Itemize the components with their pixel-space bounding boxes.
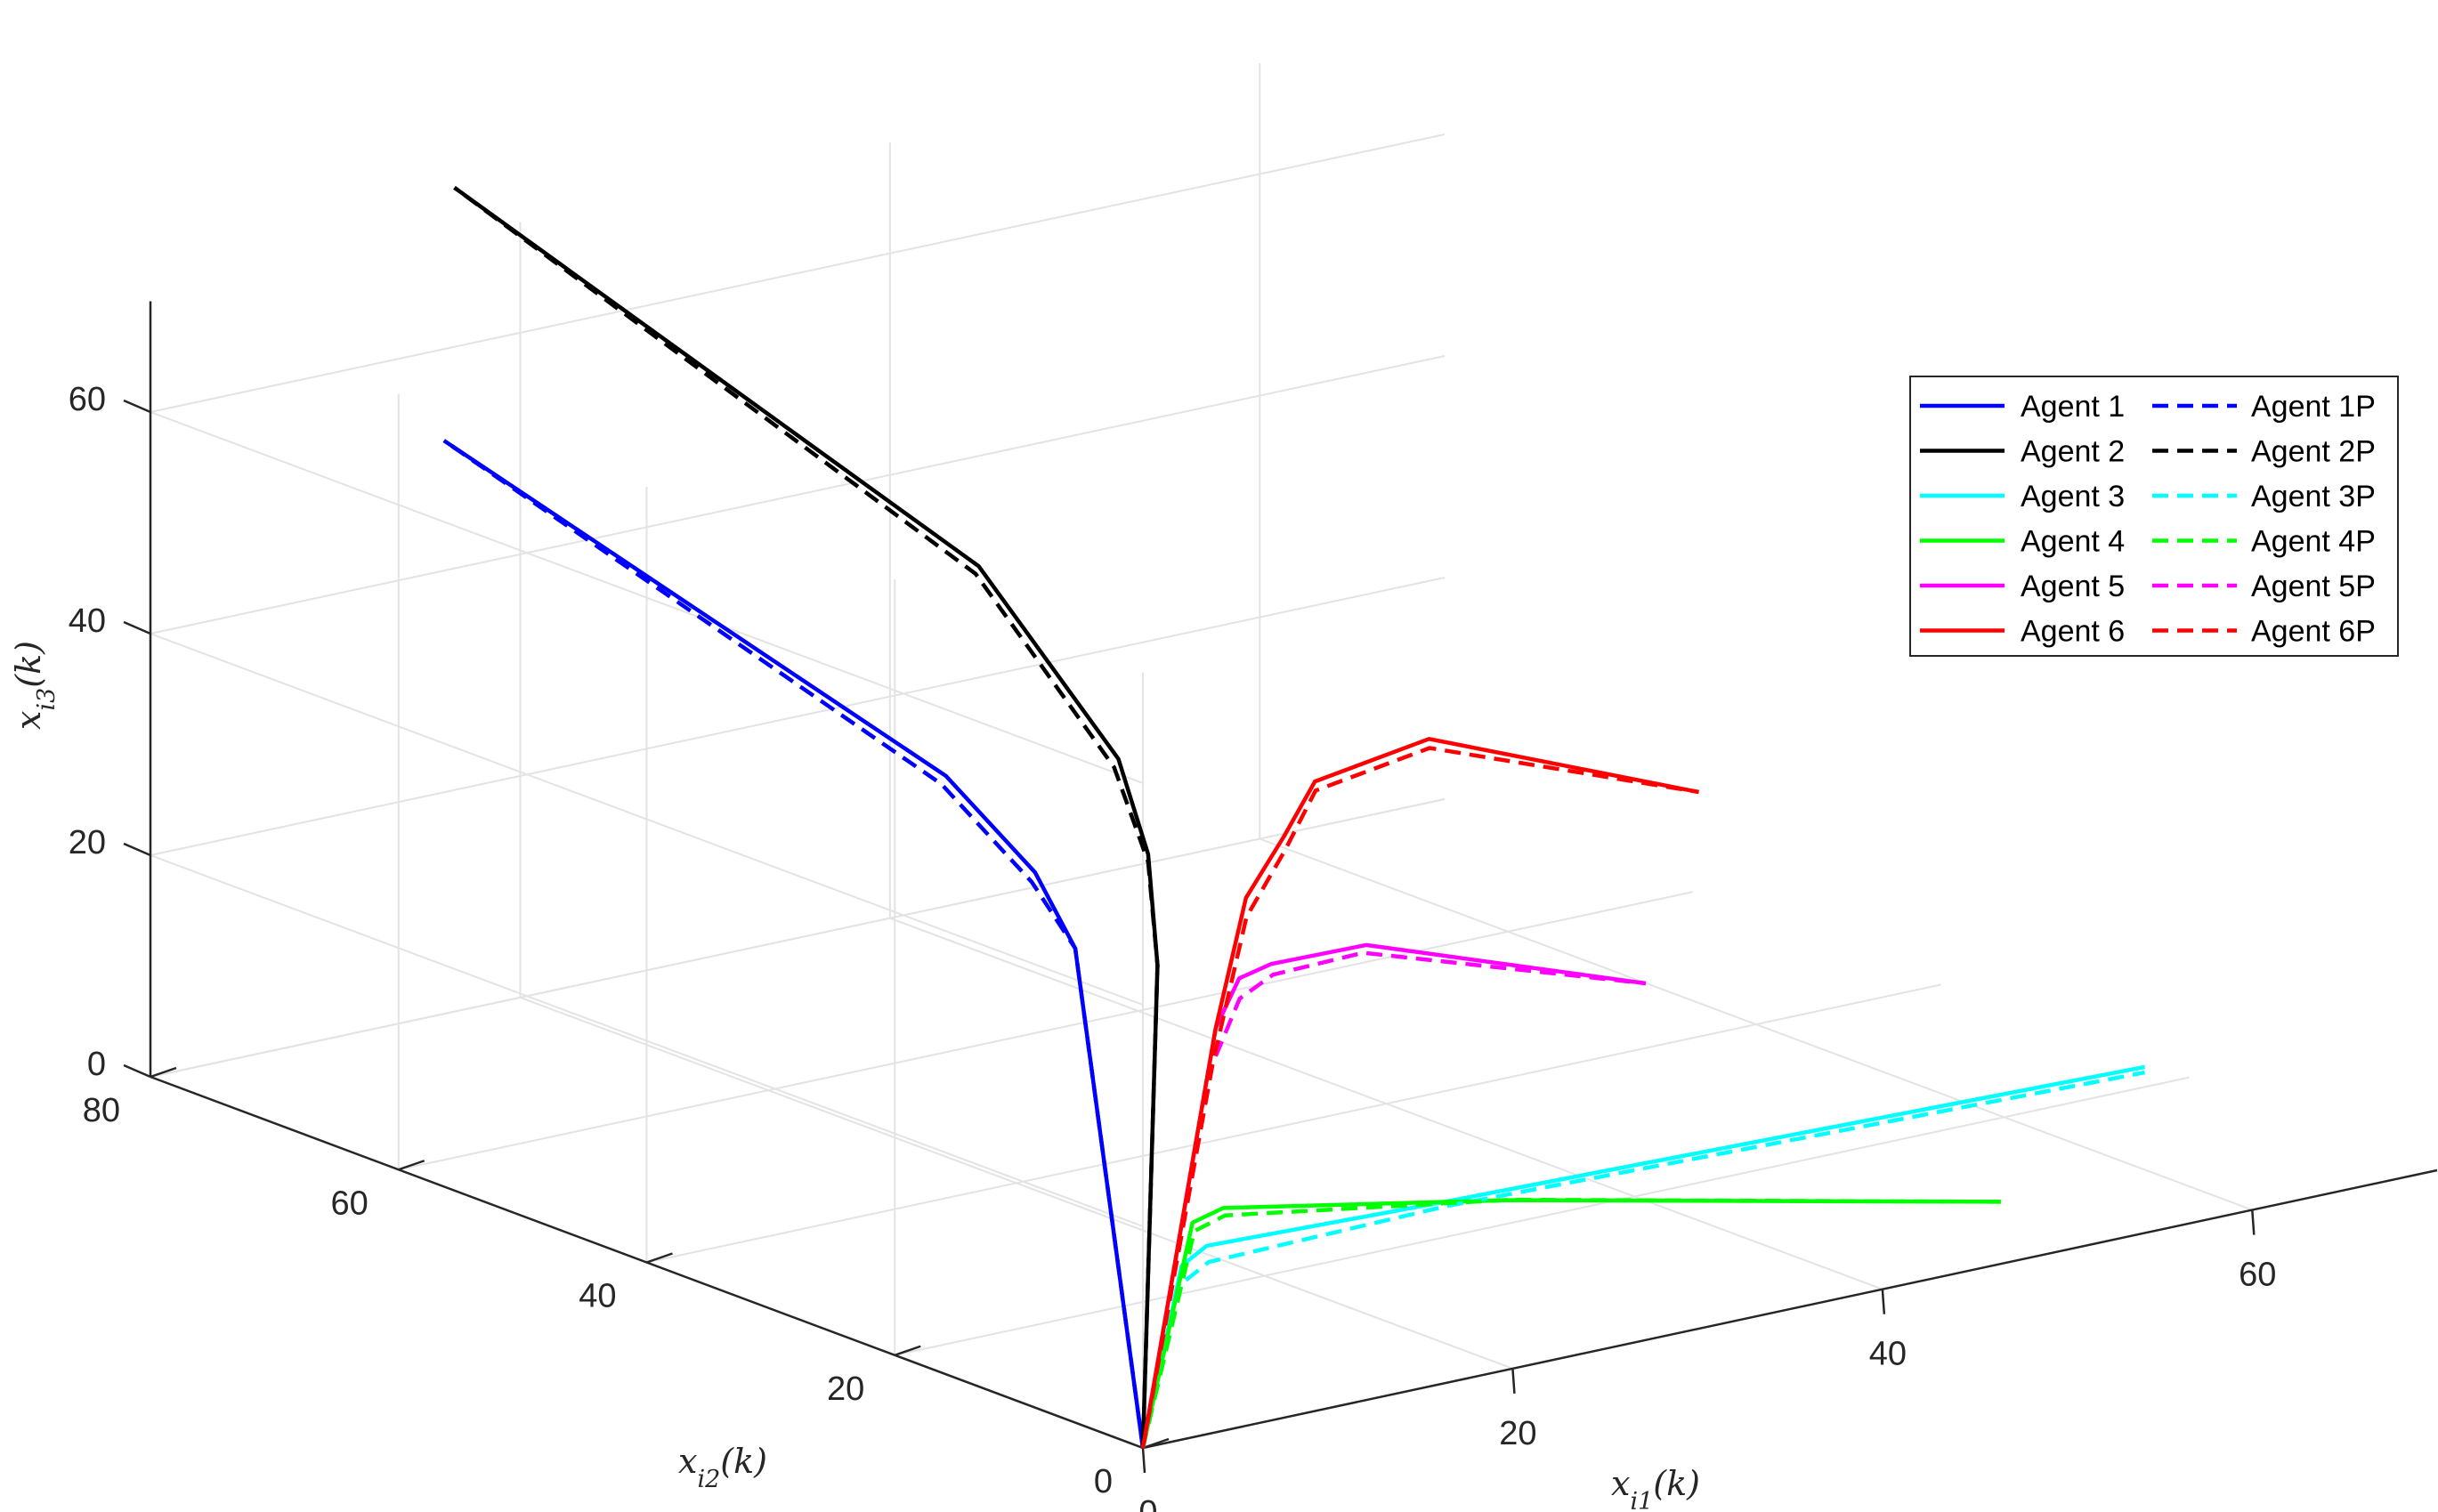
z-tick-mark — [123, 842, 151, 857]
z-tick-mark — [123, 399, 151, 414]
y-tick-mark — [398, 1160, 425, 1171]
z-tick-mark — [123, 620, 151, 635]
axes-layer — [123, 301, 2438, 1474]
series-line-agent-3p — [1140, 1070, 2146, 1449]
y-tick-label: 0 — [1094, 1463, 1113, 1500]
grid-line — [150, 633, 1144, 1006]
legend-label: Agent 5P — [2251, 570, 2376, 603]
grid-line — [398, 891, 1693, 1171]
z-tick-label: 40 — [69, 602, 106, 640]
x-tick-mark — [2251, 1209, 2256, 1235]
legend-label: Agent 3 — [2021, 480, 2125, 513]
y-tick-mark — [150, 1066, 177, 1079]
x-tick-mark — [1881, 1289, 1886, 1314]
y-tick-label: 20 — [827, 1371, 864, 1408]
series-line-agent-4p — [1140, 1197, 2001, 1449]
x-axis-label: xi1(k) — [1611, 1464, 1700, 1512]
legend-label: Agent 4 — [2021, 525, 2125, 559]
z-tick-label: 60 — [69, 381, 106, 418]
legend-label: Agent 6 — [2021, 615, 2125, 649]
y-tick-label: 60 — [330, 1185, 368, 1222]
legend-label: Agent 5 — [2021, 570, 2125, 603]
series-line-agent-2 — [453, 185, 1160, 1449]
legend-label: Agent 2 — [2021, 435, 2125, 469]
grid-line — [150, 577, 1446, 856]
legend: Agent 1 Agent 2 Agent 3 Agent 4 Agent 5 Agent… — [1909, 376, 2399, 657]
grid-line — [895, 1076, 2190, 1356]
grid-line — [150, 355, 1446, 635]
y-tick-mark — [646, 1252, 673, 1264]
z-tick-mark — [123, 1063, 151, 1079]
series-line-agent-2p — [453, 185, 1160, 1449]
x-tick-label: 60 — [2239, 1257, 2276, 1294]
x-tick-label: 0 — [1138, 1494, 1157, 1512]
legend-label: Agent 1 — [2021, 390, 2125, 424]
legend-label: Agent 6P — [2251, 615, 2376, 649]
legend-label: Agent 4P — [2251, 525, 2376, 559]
x-tick-mark — [1141, 1447, 1146, 1474]
series-line-agent-6 — [1140, 737, 1699, 1449]
series-line-agent-4 — [1140, 1198, 2001, 1449]
series-layer — [442, 185, 2146, 1449]
legend-label: Agent 3P — [2251, 480, 2376, 513]
z-tick-label: 0 — [87, 1046, 106, 1083]
y-axis-label: xi2(k) — [678, 1442, 767, 1493]
y-tick-label: 80 — [83, 1092, 120, 1129]
z-axis-label: xi3(k) — [9, 641, 61, 730]
legend-label: Agent 1P — [2251, 390, 2376, 424]
text-layer: 0 20 40 60 0 20 40 60 80 0 20 40 60 xi1(k) xi2(k) xi3(k… — [9, 381, 2276, 1512]
legend-label: Agent 2P — [2251, 435, 2376, 469]
y-tick-mark — [1142, 1437, 1170, 1450]
x-axis-line — [1142, 1168, 2438, 1450]
x-tick-label: 20 — [1499, 1415, 1536, 1452]
series-line-agent-6p — [1140, 746, 1699, 1449]
grid-line — [646, 983, 1941, 1264]
y-tick-label: 40 — [579, 1278, 616, 1315]
x-tick-mark — [1511, 1368, 1516, 1394]
series-line-agent-1 — [442, 439, 1146, 1449]
x-tick-label: 40 — [1869, 1336, 1907, 1373]
grid-layer — [150, 63, 2438, 1449]
z-tick-label: 20 — [69, 824, 106, 861]
grid-line — [150, 798, 1446, 1078]
series-line-agent-1p — [442, 439, 1146, 1449]
y-tick-mark — [894, 1345, 921, 1356]
legend-box — [1909, 376, 2399, 657]
grid-line — [150, 133, 1446, 413]
grid-line — [150, 411, 1144, 784]
grid-line — [150, 854, 1144, 1227]
